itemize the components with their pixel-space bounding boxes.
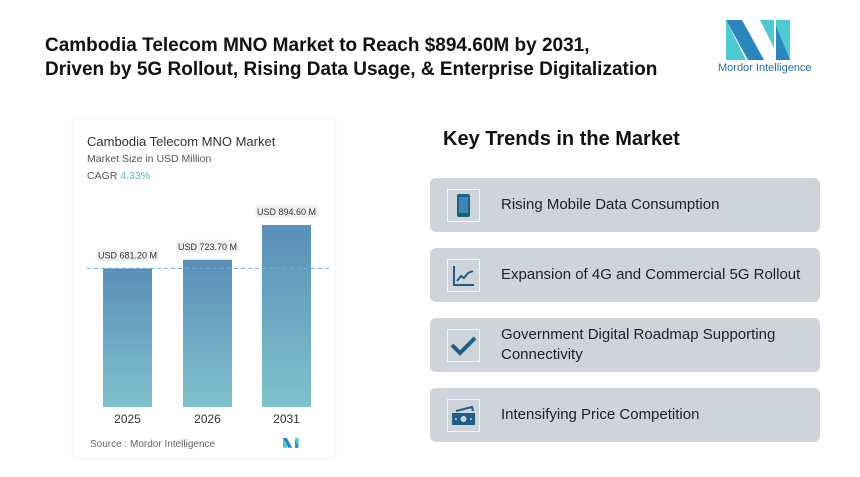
smartphone-icon	[447, 189, 480, 222]
trend-label: Intensifying Price Competition	[501, 406, 700, 423]
x-tick-label: 2025	[114, 412, 141, 426]
bar-chart: USD 681.20 M 2025 USD 723.70 M 2026 USD 894.…	[87, 205, 331, 426]
trend-card: Intensifying Price Competition	[430, 388, 820, 442]
cagr: CAGR 4.33%	[87, 170, 150, 182]
x-tick-label: 2031	[273, 412, 300, 426]
trends-heading: Key Trends in the Market	[443, 128, 680, 150]
chart-source: Source : Mordor Intelligence	[90, 439, 216, 450]
bar-2031	[262, 225, 311, 407]
cash-icon	[447, 399, 480, 432]
cagr-value: 4.33%	[120, 170, 151, 182]
chart-panel: USD 681.20 M 2025 USD 723.70 M 2026 USD 894.…	[73, 120, 335, 458]
data-label: USD 723.70 M	[178, 242, 237, 252]
trend-card: Rising Mobile Data Consumption	[430, 178, 820, 232]
page-title: Cambodia Telecom MNO Market to Reach $89…	[45, 34, 657, 82]
data-label: USD 894.60 M	[257, 207, 316, 217]
data-label: USD 681.20 M	[98, 250, 157, 260]
checkmark-icon	[447, 329, 480, 362]
logo-text: Mordor Intelligence	[718, 62, 812, 74]
cagr-label: CAGR	[87, 170, 118, 182]
title-line-1: Cambodia Telecom MNO Market to Reach $89…	[45, 35, 590, 56]
trend-label: Rising Mobile Data Consumption	[501, 196, 720, 213]
mordor-logo	[726, 20, 790, 60]
data-label-bg	[176, 239, 239, 253]
bar-2026	[183, 259, 232, 407]
title-line-2: Driven by 5G Rollout, Rising Data Usage,…	[45, 59, 658, 80]
chart-title: Cambodia Telecom MNO Market	[87, 134, 276, 149]
data-label-bg	[96, 248, 159, 262]
x-tick-label: 2026	[194, 412, 221, 426]
data-label-bg	[255, 205, 318, 218]
trend-card: Government Digital Roadmap Supporting Co…	[430, 318, 820, 372]
trend-label: Government Digital Roadmap Supporting Co…	[501, 326, 776, 363]
line-chart-icon	[447, 259, 480, 292]
trend-card: Expansion of 4G and Commercial 5G Rollou…	[430, 248, 820, 302]
trend-label: Expansion of 4G and Commercial 5G Rollou…	[501, 266, 801, 283]
mini-logo-icon	[282, 437, 299, 448]
chart-subtitle: Market Size in USD Million	[87, 153, 212, 165]
bar-2025	[103, 268, 152, 407]
